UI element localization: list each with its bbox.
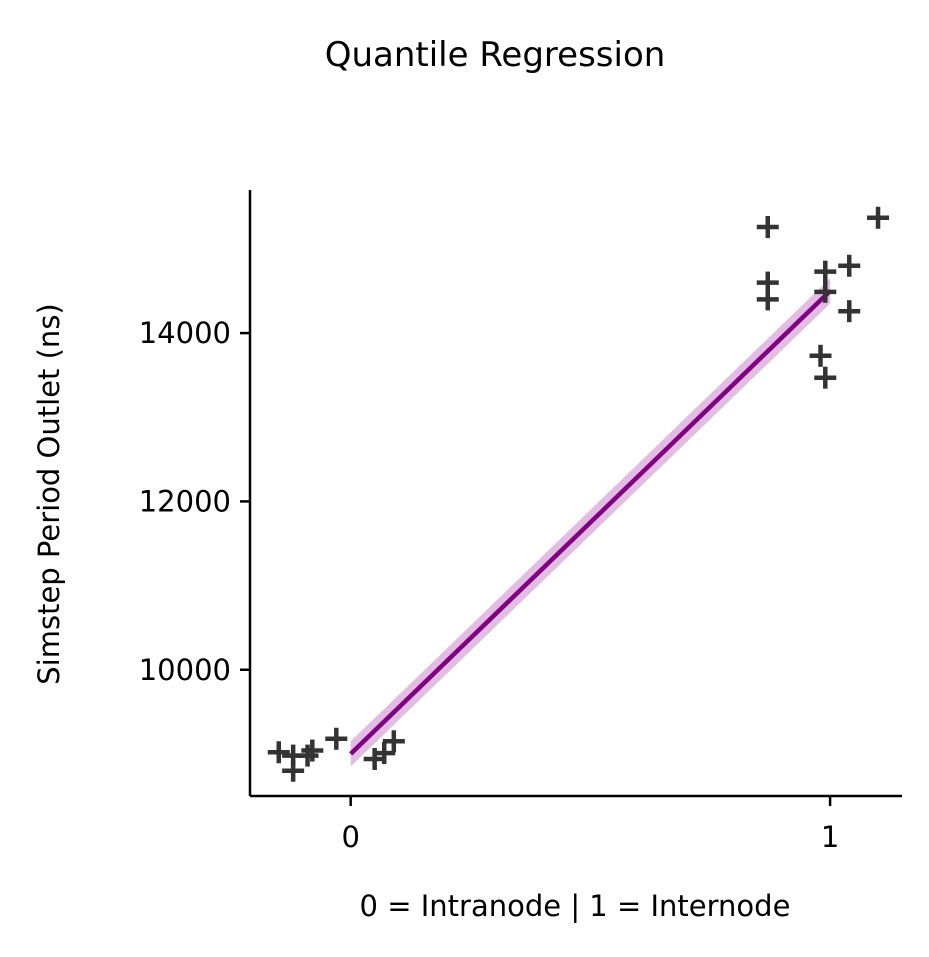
- data-point: [382, 730, 405, 753]
- y-tick-label: 10000: [139, 653, 231, 687]
- data-point: [756, 216, 779, 239]
- chart-title: Quantile Regression: [325, 35, 666, 75]
- x-tick-label: 1: [821, 820, 839, 854]
- y-tick-label: 12000: [139, 484, 231, 518]
- plot-area: [267, 206, 890, 782]
- data-point: [296, 744, 319, 767]
- data-point: [814, 366, 837, 389]
- data-point: [301, 739, 324, 762]
- scatter-points: [267, 206, 890, 782]
- data-point: [867, 206, 890, 229]
- x-tick-label: 0: [341, 820, 359, 854]
- data-point: [838, 300, 861, 323]
- y-axis-ticks: 10000 12000 14000: [139, 316, 250, 687]
- x-axis-label: 0 = Intranode | 1 = Internode: [360, 889, 791, 923]
- data-point: [756, 288, 779, 311]
- data-point: [373, 742, 396, 765]
- data-point: [267, 741, 290, 764]
- y-tick-label: 14000: [139, 316, 231, 350]
- data-point: [814, 260, 837, 283]
- data-point: [325, 727, 348, 750]
- data-point: [838, 254, 861, 277]
- data-point: [814, 280, 837, 303]
- data-point: [282, 759, 305, 782]
- data-point: [809, 344, 832, 367]
- regression-line: [349, 289, 832, 756]
- y-axis-label: Simstep Period Outlet (ns): [32, 303, 66, 685]
